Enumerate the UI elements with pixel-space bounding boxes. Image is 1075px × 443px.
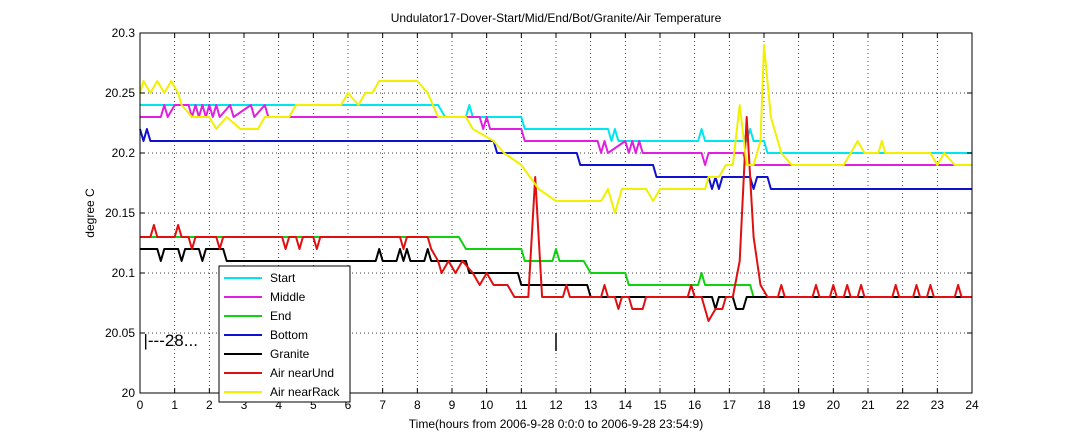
x-tick-label: 19 [792,398,806,412]
series-line-end [140,236,972,298]
legend: Start Middle End Bottom Granite Air nearUnd Ai… [218,265,351,403]
x-tick-label: 7 [379,398,386,412]
x-tick-label: 16 [688,398,702,412]
series-line-start [140,104,972,154]
x-tick-label: 23 [931,398,945,412]
y-tick-label: 20.1 [112,266,136,280]
x-axis-label: Time(hours from 2006-9-28 0:0:0 to 2006-… [409,417,703,431]
x-tick-label: 4 [275,398,282,412]
y-tick-label: 20 [122,386,136,400]
annotation-label: |---28... [143,331,197,350]
y-tick-label: 20.25 [105,86,135,100]
legend-label-air-nearund: Air nearUnd [270,366,334,380]
x-tick-label: 10 [480,398,494,412]
chart-title: Undulator17-Dover-Start/Mid/End/Bot/Gran… [391,11,722,25]
x-tick-label: 20 [827,398,841,412]
series-lines [139,44,972,322]
x-tick-label: 9 [449,398,456,412]
x-tick-label: 13 [584,398,598,412]
x-tick-label: 6 [345,398,352,412]
legend-label-bottom: Bottom [270,328,308,342]
x-tick-label: 21 [861,398,875,412]
x-tick-label: 2 [206,398,213,412]
x-tick-label: 0 [137,398,144,412]
series-line-air-nearund [140,116,972,322]
x-tick-label: 12 [549,398,563,412]
y-axis-label: degree C [83,188,97,238]
x-tick-label: 3 [241,398,248,412]
legend-label-middle: Middle [270,290,306,304]
x-tick-label: 5 [310,398,317,412]
x-tick-label: 8 [414,398,421,412]
x-tick-label: 1 [171,398,178,412]
legend-label-start: Start [270,271,296,285]
series-line-air-nearrack [139,44,972,214]
x-tick-label: 17 [723,398,737,412]
x-tick-label: 11 [515,398,528,412]
x-tick-label: 15 [653,398,667,412]
x-tick-label: 22 [896,398,910,412]
y-tick-label: 20.15 [105,206,135,220]
axis-ticks: 0 1 2 3 4 5 6 7 8 9 10 11 12 13 14 15 16 17 18 19 20 21 22 23 24… [105,26,979,412]
y-tick-label: 20.3 [112,26,136,40]
x-tick-label: 14 [619,398,633,412]
legend-label-air-nearrack: Air nearRack [270,385,340,399]
series-line-middle [140,104,972,166]
x-tick-label: 18 [757,398,771,412]
y-tick-label: 20.2 [112,146,136,160]
x-tick-label: 24 [965,398,979,412]
legend-label-end: End [270,309,291,323]
y-tick-label: 20.05 [105,326,135,340]
legend-label-granite: Granite [270,347,310,361]
